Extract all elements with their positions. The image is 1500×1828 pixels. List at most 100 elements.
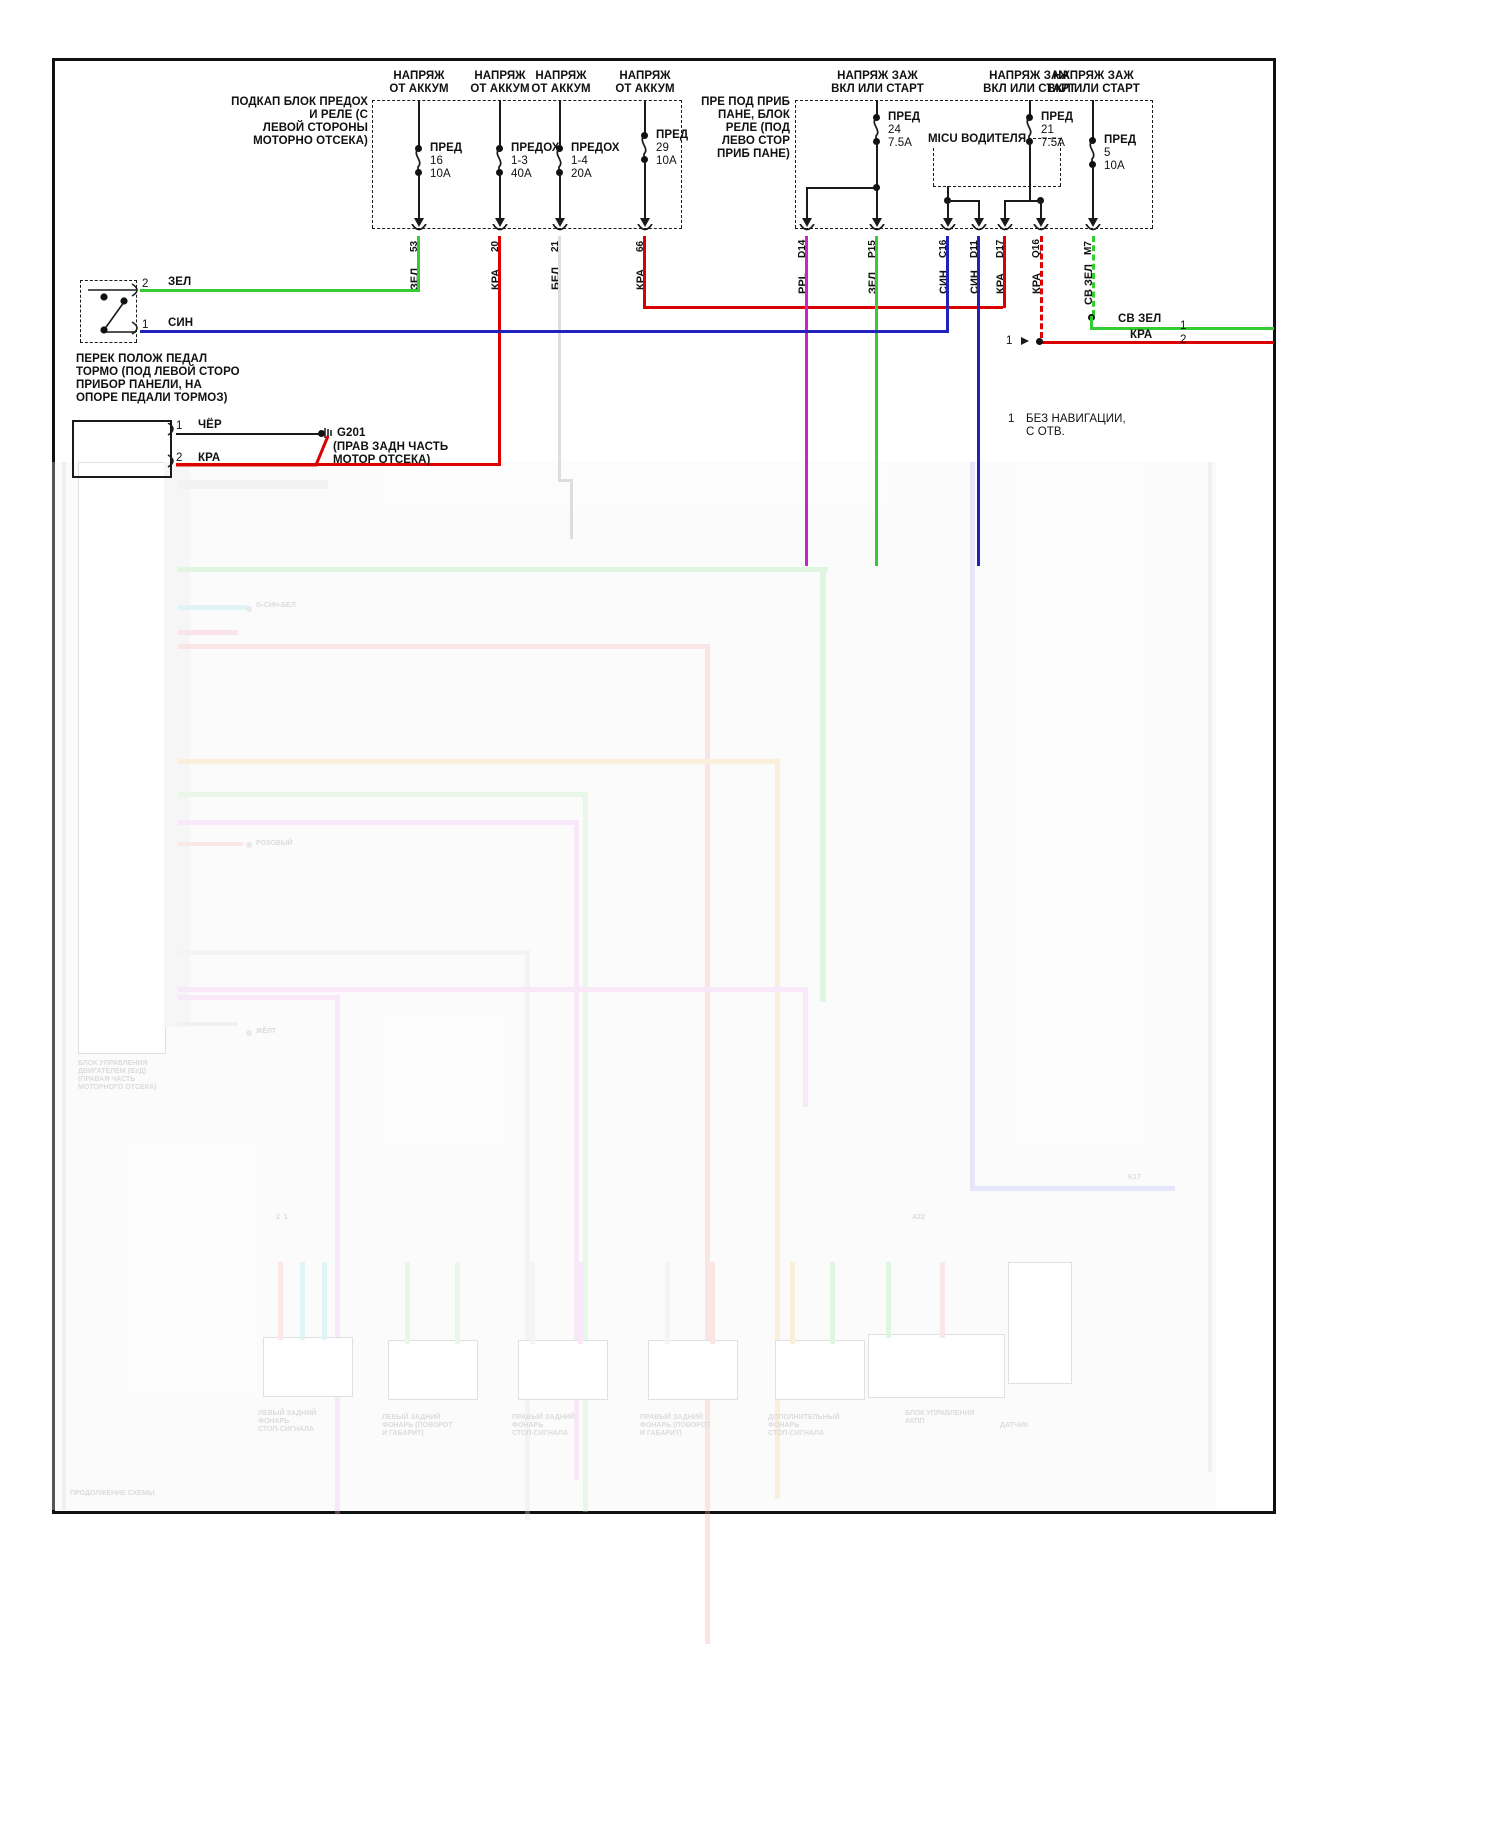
micu-label: MICU ВОДИТЕЛЯ — [925, 133, 1030, 146]
brake-switch-top-edge — [80, 280, 137, 281]
callout-1-arrow-icon — [1021, 337, 1029, 345]
ghost-module-6 — [868, 1334, 1005, 1398]
page-border — [52, 58, 1276, 1514]
micu-bus-v-d11 — [978, 200, 980, 220]
brake-switch-contacts — [88, 289, 136, 334]
wire-kra-ground-red — [176, 435, 330, 467]
ground-node-g201 — [318, 430, 325, 437]
wire-c16-blue-v — [946, 236, 949, 332]
wire-m7-lightgreen-dashed — [1092, 236, 1095, 316]
brake-switch-term-2-num: 2 — [142, 278, 149, 290]
wire-20-red-h — [176, 463, 501, 466]
fuse-16-word: ПРЕД — [430, 142, 463, 154]
lower-left-module-right — [170, 420, 172, 478]
brake-switch-wire-1-label: СИН — [168, 317, 194, 329]
fuse-14-number: 1-4 — [571, 155, 588, 167]
brake-switch-right-edge — [136, 280, 137, 342]
fuse-5-number: 5 — [1104, 147, 1111, 159]
fuse-29-arrow — [640, 218, 650, 227]
micu-bus-v-d17 — [1004, 200, 1006, 220]
battery-source-label-3: НАПРЯЖ ОТ АККУМ — [531, 70, 591, 95]
wire-21-white-v2 — [570, 479, 573, 539]
node-q16-splice — [1036, 338, 1043, 345]
lower-left-module-box — [72, 420, 172, 422]
fuse-5-word: ПРЕД — [1104, 134, 1137, 146]
fuse-13-number: 1-3 — [511, 155, 528, 167]
ghost-lamp-2 — [388, 1340, 478, 1400]
fuse-16-symbol — [415, 149, 421, 175]
micu-bottom-edge — [933, 186, 1061, 187]
micu-left-edge — [933, 138, 934, 186]
underhood-box-top-edge — [372, 100, 682, 101]
fuse-29-number: 29 — [656, 142, 669, 154]
fuse-24-symbol — [873, 118, 879, 144]
wire-d17-red-v — [1003, 236, 1006, 308]
fuse-16-out-line — [418, 174, 420, 220]
fuse-14-top-node — [556, 145, 563, 152]
ignition-source-label-2: НАПРЯЖ ЗАЖ ВКЛ ИЛИ СТАРТ — [983, 70, 1076, 95]
underdash-box-left-edge — [795, 100, 796, 228]
brake-switch-left-edge — [80, 280, 81, 342]
micu-bus-h-left — [947, 200, 980, 202]
wire-kra-right-h — [1040, 341, 1274, 344]
note-1-marker: 1 — [1008, 413, 1015, 425]
fuse-14-rating: 20A — [571, 168, 592, 180]
ground-caption: (ПРАВ ЗАДН ЧАСТЬ МОТОР ОТСЕКА) — [333, 441, 449, 466]
fuse-16-bottom-node — [415, 169, 422, 176]
note-1-text: БЕЗ НАВИГАЦИИ, С ОТВ. — [1026, 413, 1126, 438]
fuse-21-bottom-node — [1026, 138, 1033, 145]
wire-53-green-v — [417, 236, 420, 291]
fuse-24-branch-h — [806, 187, 877, 189]
right-connector-num-2: 2 — [1180, 334, 1187, 346]
fuse-13-arrow — [495, 218, 505, 227]
ghost-lamp-4 — [648, 1340, 738, 1400]
ignition-source-label-3: НАПРЯЖ ЗАЖ ВКЛ ИЛИ СТАРТ — [1047, 70, 1140, 95]
ground-connector-cups — [167, 423, 174, 468]
brake-switch-term-1-num: 1 — [142, 319, 149, 331]
fuse-24-bottom-node — [873, 138, 880, 145]
fuse-5-rating: 10A — [1104, 160, 1125, 172]
lower-left-module-bottom — [72, 476, 172, 478]
fuse-13-feed-line — [499, 100, 501, 148]
wire-d14-magenta — [805, 236, 808, 566]
tap-cups — [411, 224, 1101, 231]
micu-bus-v-left — [947, 186, 949, 200]
wire-66-red-v — [643, 236, 646, 308]
fuse-24-rating: 7.5A — [888, 137, 913, 149]
fuse-24-word: ПРЕД — [888, 111, 921, 123]
micu-bus-h-right — [1004, 200, 1041, 202]
fuse-29-top-node — [641, 132, 648, 139]
ground-symbol-g201 — [324, 428, 332, 438]
wire-p15-green — [875, 236, 878, 566]
fuse-5-symbol — [1089, 141, 1095, 167]
underhood-box-right-edge — [681, 100, 682, 228]
fuse-21-number: 21 — [1041, 124, 1054, 136]
tap-m7-arrow — [1088, 218, 1098, 227]
ground-wire-2-label: КРА — [198, 452, 221, 464]
underhood-box-bottom-edge — [372, 228, 682, 229]
tap-p15-arrow — [872, 218, 882, 227]
fuse-21-feed-line — [1029, 100, 1031, 117]
underdash-box-bottom-edge — [795, 228, 1153, 229]
brake-switch-caption: ПЕРЕК ПОЛОЖ ПЕДАЛ ТОРМО (ПОД ЛЕВОЙ СТОРО… — [76, 353, 240, 404]
fuse-13-symbol — [496, 149, 502, 175]
lower-left-module-left — [72, 420, 74, 478]
fuse-24-branch-v — [806, 187, 808, 220]
ghost-lamp-3 — [518, 1340, 608, 1400]
wire-21-white-h — [558, 479, 572, 482]
fuse-13-rating: 40A — [511, 168, 532, 180]
ghost-left-module — [78, 462, 166, 1054]
fuse-13-top-node — [496, 145, 503, 152]
micu-bus-v-c16 — [947, 200, 949, 220]
underhood-box-label: ПОДКАП БЛОК ПРЕДОХ И РЕЛЕ (С ЛЕВОЙ СТОРО… — [231, 96, 368, 147]
fuse-5-feed-line — [1092, 100, 1094, 140]
underdash-box-top-edge — [795, 100, 1153, 101]
fuse-5-top-node — [1089, 137, 1096, 144]
ground-term-2-num: 2 — [176, 452, 183, 464]
fuse-16-top-node — [415, 145, 422, 152]
right-connector-num-1: 1 — [1180, 320, 1187, 332]
fuse-21-top-node — [1026, 114, 1033, 121]
tap-c16-arrow — [943, 218, 953, 227]
ghost-module-7 — [1008, 1262, 1072, 1384]
